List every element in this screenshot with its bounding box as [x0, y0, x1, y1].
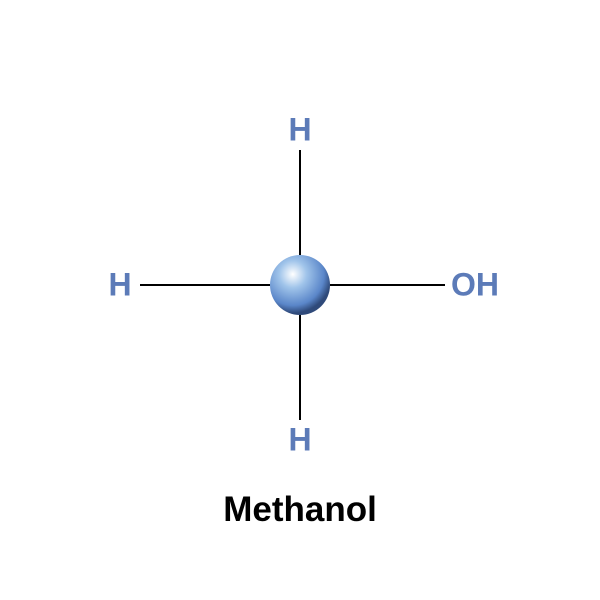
atom-label-left: H [108, 267, 131, 304]
center-carbon-atom [265, 250, 335, 320]
atom-label-top: H [288, 112, 311, 149]
molecule-diagram: H H OH H Methanol [0, 0, 600, 600]
bond-right [330, 284, 445, 286]
bond-left [140, 284, 270, 286]
molecule-title: Methanol [223, 490, 377, 530]
atom-label-right: OH [451, 267, 499, 304]
atom-label-bottom: H [288, 422, 311, 459]
bond-top [299, 150, 301, 255]
bond-bottom [299, 315, 301, 420]
